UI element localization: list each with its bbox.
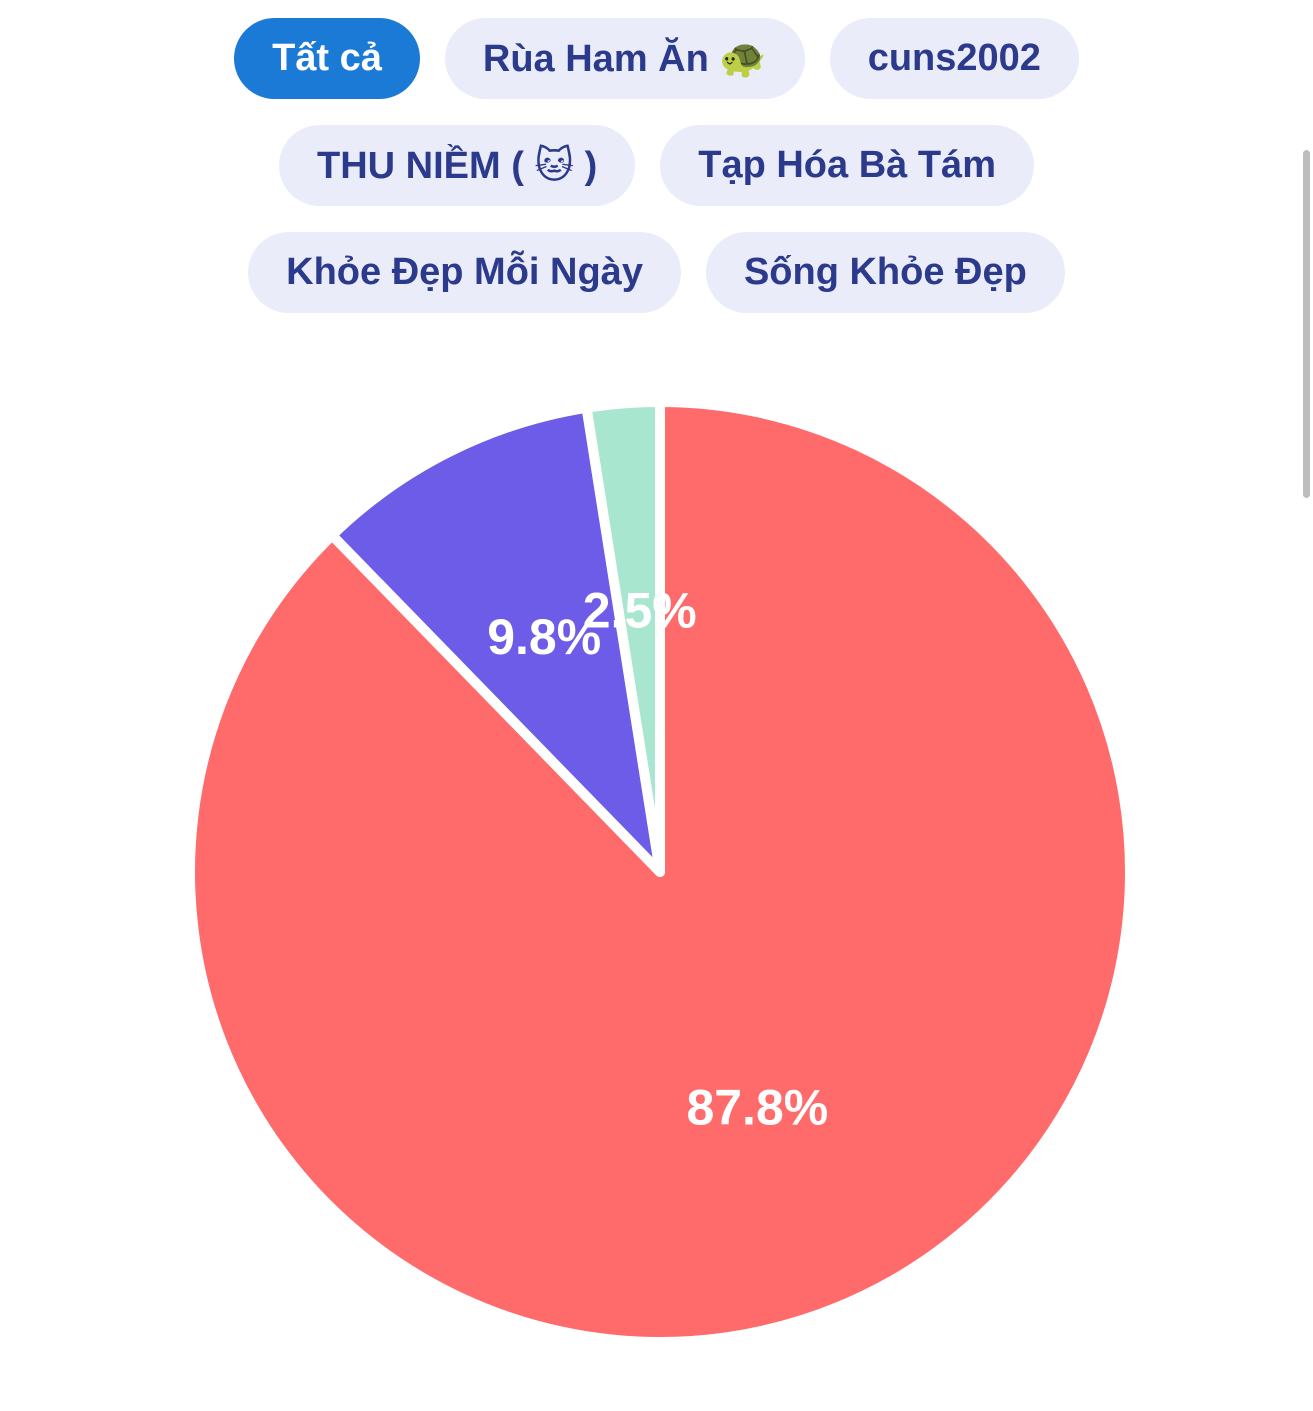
filter-chip-cuns2002[interactable]: cuns2002 xyxy=(829,18,1079,99)
scrollbar[interactable] xyxy=(1303,150,1310,498)
pie-slice-2[interactable] xyxy=(327,402,665,877)
filter-row-2: THU NIỀM ( 🐱 ) Tạp Hóa Bà Tám xyxy=(0,125,1313,206)
filter-chip-rua-ham-an[interactable]: Rùa Ham Ăn 🐢 xyxy=(444,18,805,99)
pie-slice-3[interactable] xyxy=(581,397,665,877)
pie-slice-label-3: 2.5% xyxy=(583,582,697,638)
filter-chip-all[interactable]: Tất cả xyxy=(234,18,420,99)
filter-row-1: Tất cả Rùa Ham Ăn 🐢 cuns2002 xyxy=(0,18,1313,99)
filter-chip-thu-niem[interactable]: THU NIỀM ( 🐱 ) xyxy=(279,125,636,206)
filter-chip-song-khoe-dep[interactable]: Sống Khỏe Đẹp xyxy=(705,232,1065,313)
pie-slice-label-2: 9.8% xyxy=(487,609,601,665)
filter-row-3: Khỏe Đẹp Mỗi Ngày Sống Khỏe Đẹp xyxy=(0,232,1313,313)
pie-slice-label-1: 87.8% xyxy=(686,1080,828,1136)
filter-chip-tap-hoa-ba-tam[interactable]: Tạp Hóa Bà Tám xyxy=(660,125,1034,206)
filter-chips: Tất cả Rùa Ham Ăn 🐢 cuns2002 THU NIỀM ( … xyxy=(0,18,1313,339)
filter-chip-khoe-dep-moi-ngay[interactable]: Khỏe Đẹp Mỗi Ngày xyxy=(248,232,681,313)
